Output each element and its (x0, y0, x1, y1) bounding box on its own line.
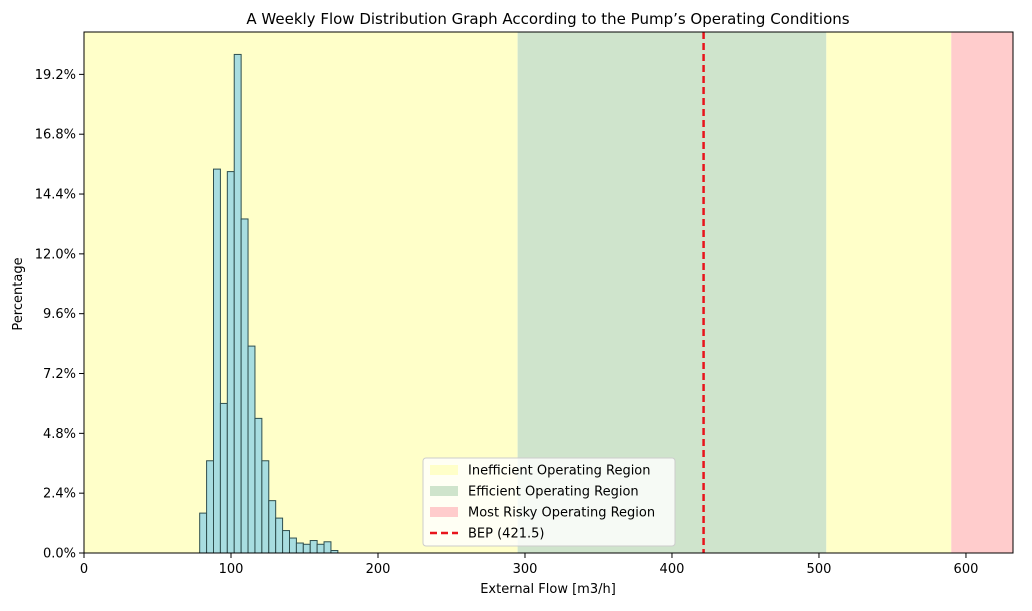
legend-swatch (430, 465, 458, 475)
histogram-bar (275, 517, 284, 554)
histogram-bar (199, 512, 208, 554)
y-tick-label: 9.6% (43, 307, 76, 322)
histogram-bar (226, 171, 235, 554)
x-tick-label: 100 (219, 562, 244, 577)
histogram-bar (261, 460, 270, 554)
histogram-bar (302, 543, 311, 554)
histogram-bar (247, 345, 256, 554)
y-axis-label: Percentage (11, 257, 26, 330)
x-tick-label: 300 (513, 562, 538, 577)
histogram-bar (288, 537, 297, 554)
operating-regions (84, 32, 1013, 553)
histogram-bar (323, 541, 332, 554)
y-tick-label: 14.4% (35, 188, 76, 203)
histogram-bar (240, 218, 249, 554)
legend-box (422, 457, 676, 547)
legend-label: Most Risky Operating Region (468, 506, 655, 521)
plot-frame (83, 31, 1014, 554)
x-tick-label: 500 (807, 562, 832, 577)
y-tick-label: 0.0% (43, 547, 76, 562)
histogram-bar (254, 417, 263, 554)
axes: 0 100 200 300 400 500 600 0.0% 2.4% 4.8% 7.2% 9.6% 1… (35, 31, 1014, 577)
histogram-bar (219, 402, 228, 554)
x-tick-label: 0 (80, 562, 88, 577)
region-band-2 (826, 32, 952, 553)
histogram-bar (295, 542, 304, 554)
x-tick-label: 200 (366, 562, 391, 577)
histogram-bar (213, 168, 221, 554)
histogram-bar (233, 53, 242, 554)
y-tick-label: 16.8% (35, 128, 76, 143)
y-tick-label: 12.0% (35, 247, 76, 262)
legend-label: Efficient Operating Region (468, 485, 639, 500)
y-tick-label: 19.2% (35, 68, 76, 83)
y-tick-label: 4.8% (43, 427, 76, 442)
y-tick-label: 2.4% (43, 487, 76, 502)
histogram-bars (199, 53, 339, 554)
legend: Inefficient Operating Region Efficient Op… (422, 457, 676, 547)
legend-swatch (430, 507, 458, 517)
histogram-bar (316, 543, 325, 554)
histogram-bar (309, 540, 318, 554)
x-axis-label: External Flow [m3/h] (480, 582, 616, 597)
histogram-bar (206, 460, 215, 554)
x-tick-label: 600 (954, 562, 979, 577)
x-tick-label: 400 (660, 562, 685, 577)
y-tick-label: 7.2% (43, 367, 76, 382)
legend-label: BEP (421.5) (468, 527, 544, 542)
chart-title: A Weekly Flow Distribution Graph Accordi… (246, 10, 849, 28)
histogram-bar (282, 530, 290, 554)
legend-label: Inefficient Operating Region (468, 464, 651, 479)
region-band-3 (951, 32, 1013, 553)
legend-swatch (430, 486, 458, 496)
histogram-bar (268, 500, 277, 554)
